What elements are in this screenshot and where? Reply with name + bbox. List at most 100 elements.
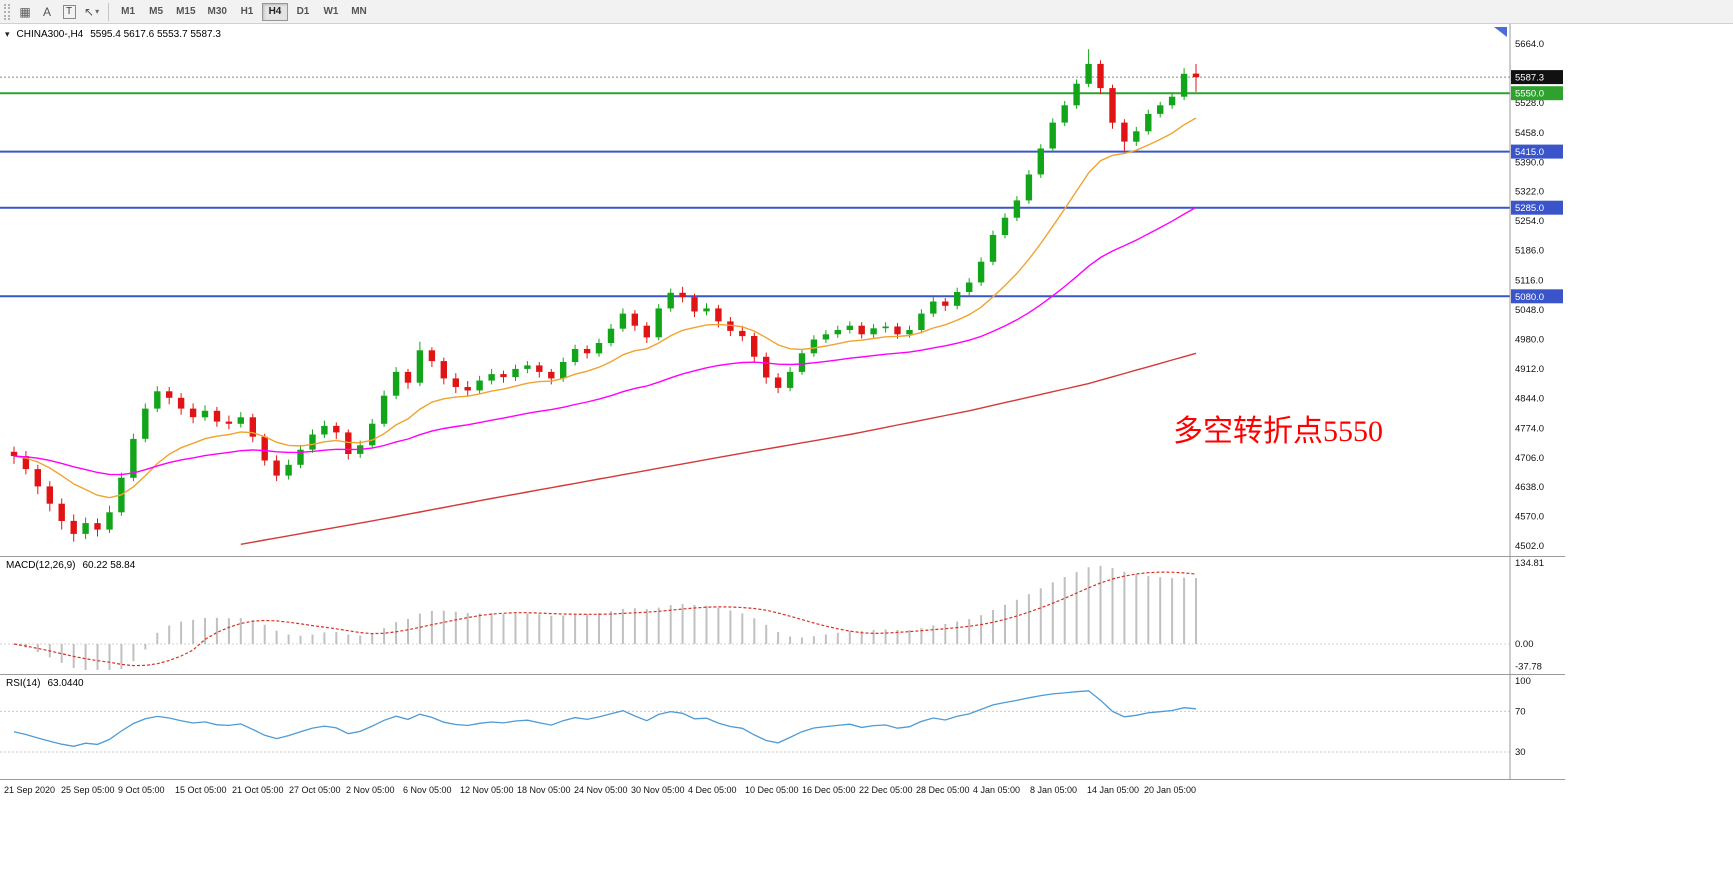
time-axis-label: 10 Dec 05:00	[745, 785, 799, 795]
macd-label-row: MACD(12,26,9) 60.22 58.84	[6, 560, 135, 571]
moving-averages-layer	[13, 117, 1197, 545]
time-axis-label: 21 Sep 2020	[4, 785, 56, 795]
price-scale: 5664.0 5528.0 5458.0 5390.0 5322.0 5254.0 5186…	[1509, 24, 1563, 556]
horizontal-lines-layer	[0, 76, 1510, 298]
annotation-a-button[interactable]: A	[36, 2, 58, 22]
time-axis-label: 16 Dec 05:00	[802, 785, 856, 795]
svg-text:5664.0: 5664.0	[1515, 39, 1544, 50]
time-axis-label: 4 Dec 05:00	[688, 785, 737, 795]
time-axis-label: 24 Nov 05:00	[574, 785, 628, 795]
time-axis-label: 4 Jan 05:00	[973, 785, 1021, 795]
rsi-value: 63.0440	[47, 678, 84, 689]
svg-text:5285.0: 5285.0	[1515, 203, 1544, 214]
macd-label: MACD(12,26,9)	[6, 560, 76, 571]
svg-text:5390.0: 5390.0	[1515, 157, 1544, 168]
svg-text:4570.0: 4570.0	[1515, 512, 1544, 523]
time-axis-label: 9 Oct 05:00	[118, 785, 165, 795]
svg-text:4638.0: 4638.0	[1515, 482, 1544, 493]
tab-timeframe-d1[interactable]: D1	[290, 3, 316, 21]
svg-text:100: 100	[1515, 676, 1531, 687]
toolbar: ▦ A T ↖ ▾ M1 M5 M15 M30 H1 H4 D1 W1 MN	[0, 0, 1733, 24]
chart-annotation: 多空转折点5550	[1173, 415, 1383, 448]
rsi-indicator-chart[interactable]: 100 70 30	[0, 675, 1565, 779]
toolbar-separator	[108, 2, 110, 21]
market-watch-grid-icon[interactable]: ▦	[14, 2, 36, 22]
rsi-label: RSI(14)	[6, 678, 41, 689]
svg-text:4912.0: 4912.0	[1515, 364, 1544, 375]
time-axis-label: 8 Jan 05:00	[1030, 785, 1078, 795]
cursor-tool-button[interactable]: ↖ ▾	[80, 2, 103, 22]
tab-timeframe-m15[interactable]: M15	[171, 3, 200, 21]
svg-text:4502.0: 4502.0	[1515, 541, 1544, 552]
svg-text:5048.0: 5048.0	[1515, 305, 1544, 316]
time-axis-label: 27 Oct 05:00	[289, 785, 341, 795]
macd-signal-line	[13, 571, 1197, 667]
ma-fast-orange	[13, 117, 1197, 499]
tab-timeframe-h1[interactable]: H1	[234, 3, 260, 21]
ohlc-values: 5595.4 5617.6 5553.7 5587.3	[90, 29, 221, 40]
trading-app: ▦ A T ↖ ▾ M1 M5 M15 M30 H1 H4 D1 W1 MN 5…	[0, 0, 1733, 801]
tab-timeframe-w1[interactable]: W1	[318, 3, 344, 21]
chevron-down-icon: ▾	[95, 7, 100, 16]
svg-text:5254.0: 5254.0	[1515, 216, 1544, 227]
svg-text:5528.0: 5528.0	[1515, 98, 1544, 109]
text-tool-icon: T	[62, 4, 76, 19]
macd-panel: 134.81 0.00 -37.78 MACD(12,26,9) 60.22 58.…	[0, 556, 1565, 674]
svg-text:5587.3: 5587.3	[1515, 73, 1544, 84]
one-click-trading-arrow-icon[interactable]: ▾	[5, 29, 10, 39]
svg-text:5116.0: 5116.0	[1515, 276, 1543, 287]
rsi-panel: 100 70 30 RSI(14) 63.0440	[0, 674, 1565, 779]
time-axis-label: 25 Sep 05:00	[61, 785, 115, 795]
svg-text:5458.0: 5458.0	[1515, 128, 1544, 139]
time-axis-label: 14 Jan 05:00	[1087, 785, 1140, 795]
time-axis-label: 20 Jan 05:00	[1144, 785, 1197, 795]
svg-text:30: 30	[1515, 747, 1526, 758]
main-chart-panel: 5664.0 5528.0 5458.0 5390.0 5322.0 5254.0 5186…	[0, 24, 1565, 556]
tab-timeframe-m1[interactable]: M1	[115, 3, 141, 21]
svg-text:4844.0: 4844.0	[1515, 393, 1544, 404]
time-axis-label: 28 Dec 05:00	[916, 785, 970, 795]
rsi-label-row: RSI(14) 63.0440	[6, 678, 84, 689]
time-axis-label: 2 Nov 05:00	[346, 785, 395, 795]
macd-indicator-chart[interactable]: 134.81 0.00 -37.78	[0, 557, 1565, 674]
time-axis-label: 21 Oct 05:00	[232, 785, 284, 795]
symbol-timeframe-label: CHINA300-,H4	[16, 29, 84, 40]
svg-text:0.00: 0.00	[1515, 639, 1534, 650]
time-axis[interactable]: 21 Sep 2020 25 Sep 05:00 9 Oct 05:00 15 Oct…	[0, 779, 1565, 801]
candlestick-chart[interactable]: 5664.0 5528.0 5458.0 5390.0 5322.0 5254.0 5186…	[0, 24, 1565, 556]
time-axis-label: 22 Dec 05:00	[859, 785, 913, 795]
macd-values: 60.22 58.84	[82, 560, 136, 571]
time-axis-label: 6 Nov 05:00	[403, 785, 452, 795]
time-axis-label: 18 Nov 05:00	[517, 785, 571, 795]
svg-text:5550.0: 5550.0	[1515, 89, 1544, 100]
rsi-line	[13, 690, 1197, 747]
ma-medium-magenta	[13, 206, 1197, 476]
macd-layer	[0, 565, 1510, 670]
time-axis-label: 12 Nov 05:00	[460, 785, 514, 795]
time-axis-label: 15 Oct 05:00	[175, 785, 227, 795]
svg-text:70: 70	[1515, 706, 1526, 717]
chart-shift-marker	[1494, 27, 1507, 37]
cursor-icon: ↖	[84, 4, 95, 19]
svg-text:4706.0: 4706.0	[1515, 453, 1544, 464]
svg-text:4980.0: 4980.0	[1515, 335, 1544, 346]
tab-timeframe-mn[interactable]: MN	[346, 3, 372, 21]
ma-slow-red	[240, 352, 1197, 545]
svg-text:5415.0: 5415.0	[1515, 147, 1544, 158]
chart-header: ▾ CHINA300-,H4 5595.4 5617.6 5553.7 5587…	[5, 29, 221, 40]
chart-window: 5664.0 5528.0 5458.0 5390.0 5322.0 5254.0 5186…	[0, 24, 1565, 801]
time-axis-label: 30 Nov 05:00	[631, 785, 685, 795]
svg-text:-37.78: -37.78	[1515, 662, 1542, 673]
svg-text:134.81: 134.81	[1515, 558, 1544, 569]
tab-timeframe-m30[interactable]: M30	[203, 3, 232, 21]
tab-timeframe-h4[interactable]: H4	[261, 2, 288, 21]
tab-timeframe-m5[interactable]: M5	[143, 3, 169, 21]
toolbar-grip[interactable]	[4, 3, 10, 20]
svg-text:5322.0: 5322.0	[1515, 187, 1544, 198]
svg-text:5186.0: 5186.0	[1515, 246, 1544, 257]
candles-layer	[10, 49, 1200, 542]
text-tool-button[interactable]: T	[58, 2, 80, 22]
svg-text:5080.0: 5080.0	[1515, 292, 1544, 303]
svg-text:4774.0: 4774.0	[1515, 424, 1544, 435]
